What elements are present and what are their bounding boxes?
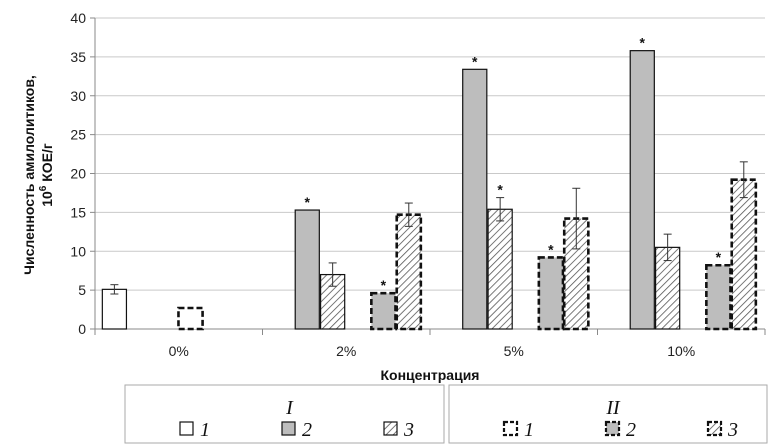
bar-II-3 [730,178,758,331]
legend-swatch [281,421,296,436]
bar-I-1 [101,288,128,330]
significance-mark: * [640,35,646,51]
legend-label: 1 [200,419,210,441]
bar-I-3 [487,208,513,330]
legend-label: 3 [727,419,738,441]
y-tick-label: 35 [70,49,86,65]
y-tick-label: 15 [70,204,86,220]
significance-mark: * [497,182,503,198]
x-tick-label: 2% [336,343,356,359]
legend-swatch [383,421,398,436]
y-tick-label: 0 [78,321,86,337]
bar-II-2 [370,291,397,331]
bar-II-1 [177,306,204,331]
y-axis-title-unit: 106 КОЕ/г [38,143,55,207]
y-tick-label: 5 [78,282,86,298]
legend-label: 3 [403,419,414,441]
y-tick-label: 25 [70,127,86,143]
legend-group-title: I [285,397,294,419]
legend-swatch [502,420,519,437]
x-axis-title: Концентрация [381,367,480,383]
legend-swatch [179,421,194,436]
legend-swatch [604,420,621,437]
bar-II-2 [705,263,732,331]
legend-label: 1 [524,419,534,441]
significance-mark: * [716,249,722,265]
significance-mark: * [548,241,554,257]
significance-mark: * [472,53,478,69]
legend-swatch [706,420,723,437]
bar-I-2 [462,68,488,330]
bar-II-2 [537,256,565,331]
significance-mark: * [381,277,387,293]
y-tick-label: 20 [70,166,86,182]
bars: * * * * * * * [101,35,758,331]
y-tick-label: 10 [70,243,86,259]
bar-I-2 [294,209,320,330]
x-tick-label: 0% [169,343,189,359]
bar-I-2 [629,50,655,330]
legend: I 1 2 3 II 1 2 3 [124,384,768,444]
y-axis-title: Численность амилолитиков, [21,75,37,275]
legend-label: 2 [302,419,312,441]
y-tick-label: 30 [70,88,86,104]
significance-mark: * [305,194,311,210]
legend-label: 2 [626,419,636,441]
y-tick-label: 40 [70,10,86,26]
y-axis-ticks: 0 5 10 15 20 25 30 35 40 [70,10,765,337]
grid [95,17,765,291]
legend-group-title: II [605,397,621,419]
bar-II-3 [395,213,423,331]
x-axis-ticks: 0% 2% 5% 10% [94,329,766,359]
x-tick-label: 10% [667,343,695,359]
x-tick-label: 5% [504,343,524,359]
